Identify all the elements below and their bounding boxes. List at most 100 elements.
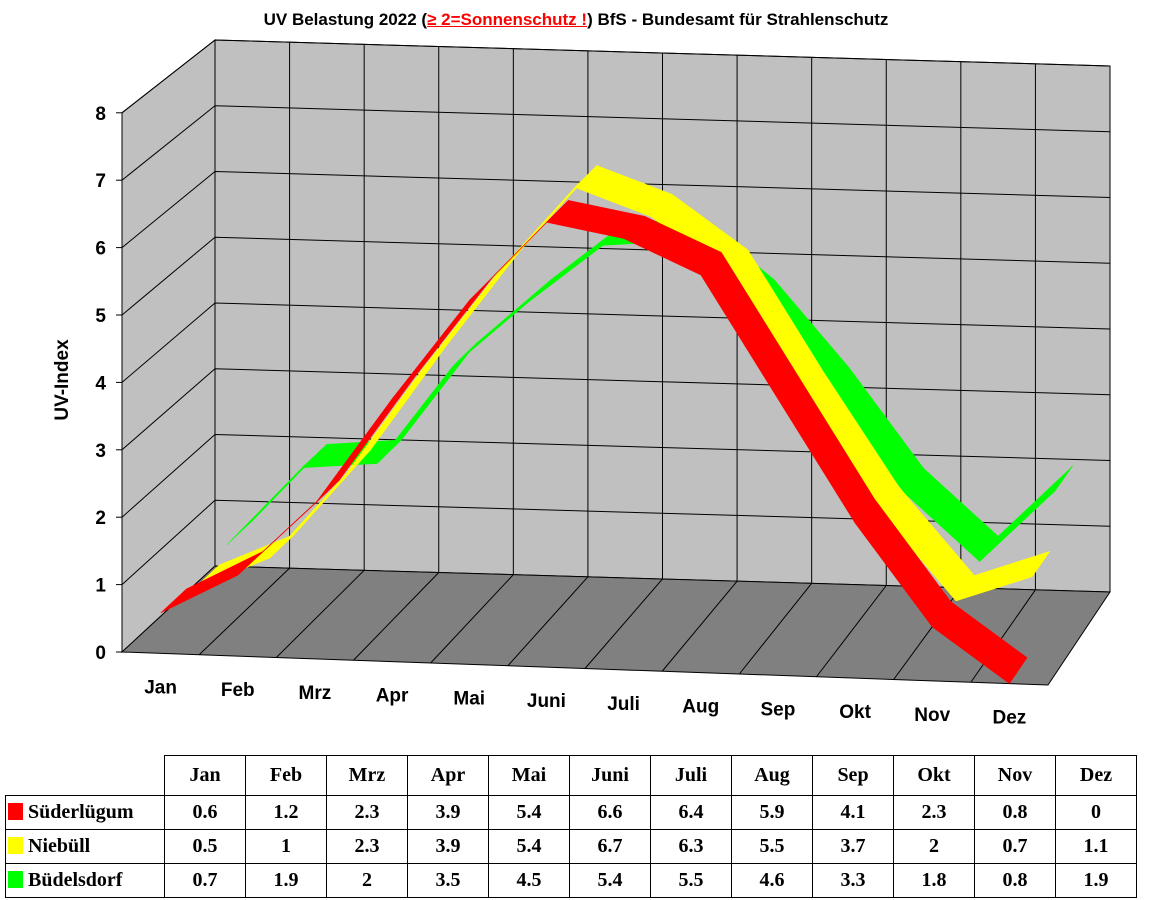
table-cell: 5.5: [650, 863, 732, 898]
table-cell: 6.7: [569, 829, 651, 864]
table-cell: 3.3: [812, 863, 894, 898]
y-tick-label: 8: [95, 104, 106, 125]
series-name: Süderlügum: [28, 801, 134, 823]
table-cell: 4.1: [812, 795, 894, 830]
x-tick-label: Jan: [144, 677, 177, 698]
table-header-cell: Okt: [893, 755, 975, 796]
y-tick-label: 2: [95, 508, 106, 529]
y-axis-label: UV-Index: [52, 339, 73, 421]
table-row: Büdelsdorf 0.7 1.9 2 3.5 4.5 5.4 5.5 4.6 3.3 1.8 0.…: [5, 863, 1137, 898]
ribbon-segment-süderlügum: [931, 601, 1028, 684]
table-header-cell: Mai: [488, 755, 570, 796]
y-tick-label: 3: [95, 441, 106, 462]
table-cell: 0.8: [974, 795, 1056, 830]
table-cell: 0.7: [164, 863, 246, 898]
table-cell: 2: [893, 829, 975, 864]
table-header-cell: Mrz: [326, 755, 408, 796]
table-cell: 5.4: [488, 795, 570, 830]
table-header-cell: Feb: [245, 755, 327, 796]
chart-title: UV Belastung 2022 (≥ 2=Sonnenschutz !) B…: [0, 10, 1152, 30]
table-cell: 5.4: [569, 863, 651, 898]
table-cell: 1.9: [1055, 863, 1137, 898]
table-cell: 0.5: [164, 829, 246, 864]
table-cell: 3.9: [407, 795, 489, 830]
table-cell: 2.3: [893, 795, 975, 830]
table-cell: 0.6: [164, 795, 246, 830]
table-cell: 2.3: [326, 829, 408, 864]
title-part2: ) BfS - Bundesamt für Strahlenschutz: [587, 10, 889, 29]
table-cell: 1.1: [1055, 829, 1137, 864]
table-cell: 3.9: [407, 829, 489, 864]
table-header-row: Jan Feb Mrz Apr Mai Juni Juli Aug Sep Okt Nov Dez: [6, 755, 1137, 796]
x-tick-label: Feb: [221, 680, 255, 701]
table-cell: 5.9: [731, 795, 813, 830]
table-header-cell: Jan: [164, 755, 246, 796]
table-corner: [6, 756, 165, 796]
x-tick-label: Juli: [607, 694, 640, 715]
y-tick-label: 4: [95, 373, 106, 394]
table-header-cell: Juli: [650, 755, 732, 796]
table-cell: 5.4: [488, 829, 570, 864]
table-cell: 2.3: [326, 795, 408, 830]
table-header-cell: Sep: [812, 755, 894, 796]
y-tick-label: 7: [95, 171, 106, 192]
table-header-cell: Apr: [407, 755, 489, 796]
table-cell: 4.5: [488, 863, 570, 898]
table-cell: 0.7: [974, 829, 1056, 864]
uv-chart: 0 1 2 3 4 5 6 7 8 UV-Index Jan Feb Mrz Apr Mai Juni Juli…: [52, 38, 1111, 729]
x-tick-label: Juni: [527, 691, 566, 712]
x-tick-label: Aug: [682, 697, 719, 718]
table-cell: 6.4: [650, 795, 732, 830]
ribbon-segment-niebüll: [955, 550, 1051, 602]
series-name: Niebüll: [28, 835, 91, 857]
table-header-cell: Aug: [731, 755, 813, 796]
series-name: Büdelsdorf: [28, 869, 123, 891]
table-header-cell: Juni: [569, 755, 651, 796]
title-part1: UV Belastung 2022 (: [263, 10, 428, 29]
table-row: Süderlügum 0.6 1.2 2.3 3.9 5.4 6.6 6.4 5.9 4.1 2.3…: [5, 795, 1137, 830]
y-tick-label: 6: [95, 239, 106, 260]
table-header-cell: Nov: [974, 755, 1056, 796]
gridline-vertical: [661, 55, 738, 672]
table-cell: 0: [1055, 795, 1137, 830]
table-cell: 2: [326, 863, 408, 898]
legend-swatch: [8, 871, 23, 888]
x-tick-label: Dez: [993, 708, 1027, 729]
y-tick-label: 5: [95, 306, 106, 327]
series-label: Niebüll: [5, 829, 165, 864]
series-label: Büdelsdorf: [5, 863, 165, 898]
x-tick-label: Nov: [914, 705, 950, 726]
x-tick-label: Okt: [839, 702, 871, 723]
y-tick-label: 0: [95, 643, 106, 664]
table-cell: 6.3: [650, 829, 732, 864]
table-header-cell: Dez: [1055, 755, 1137, 796]
table-cell: 1.8: [893, 863, 975, 898]
table-cell: 5.5: [731, 829, 813, 864]
gridline-vertical: [353, 46, 440, 661]
table-cell: 1: [245, 829, 327, 864]
x-tick-label: Apr: [376, 686, 409, 707]
y-tick-label: 1: [95, 576, 106, 597]
table-cell: 0.8: [974, 863, 1056, 898]
gridline-vertical: [430, 48, 514, 664]
side-wall: [121, 38, 216, 654]
table-cell: 6.6: [569, 795, 651, 830]
gridline-vertical: [275, 44, 365, 658]
legend-swatch: [8, 803, 23, 820]
gridline-vertical: [816, 59, 887, 678]
table-row: Niebüll 0.5 1 2.3 3.9 5.4 6.7 6.3 5.5 3.7 2 0.7 1.1: [5, 829, 1137, 864]
table-cell: 4.6: [731, 863, 813, 898]
gridline-vertical: [738, 57, 813, 675]
table-cell: 1.2: [245, 795, 327, 830]
table-cell: 3.7: [812, 829, 894, 864]
legend-swatch: [8, 837, 23, 854]
gridline-vertical: [198, 42, 291, 656]
ribbon-segment-büdelsdorf: [979, 465, 1073, 562]
x-tick-label: Sep: [760, 699, 795, 720]
table-cell: 3.5: [407, 863, 489, 898]
x-tick-label: Mrz: [299, 683, 332, 704]
data-table: Jan Feb Mrz Apr Mai Juni Juli Aug Sep Okt Nov Dez Sü…: [5, 755, 1137, 898]
series-label: Süderlügum: [5, 795, 165, 830]
x-tick-label: Mai: [453, 688, 485, 709]
table-cell: 1.9: [245, 863, 327, 898]
